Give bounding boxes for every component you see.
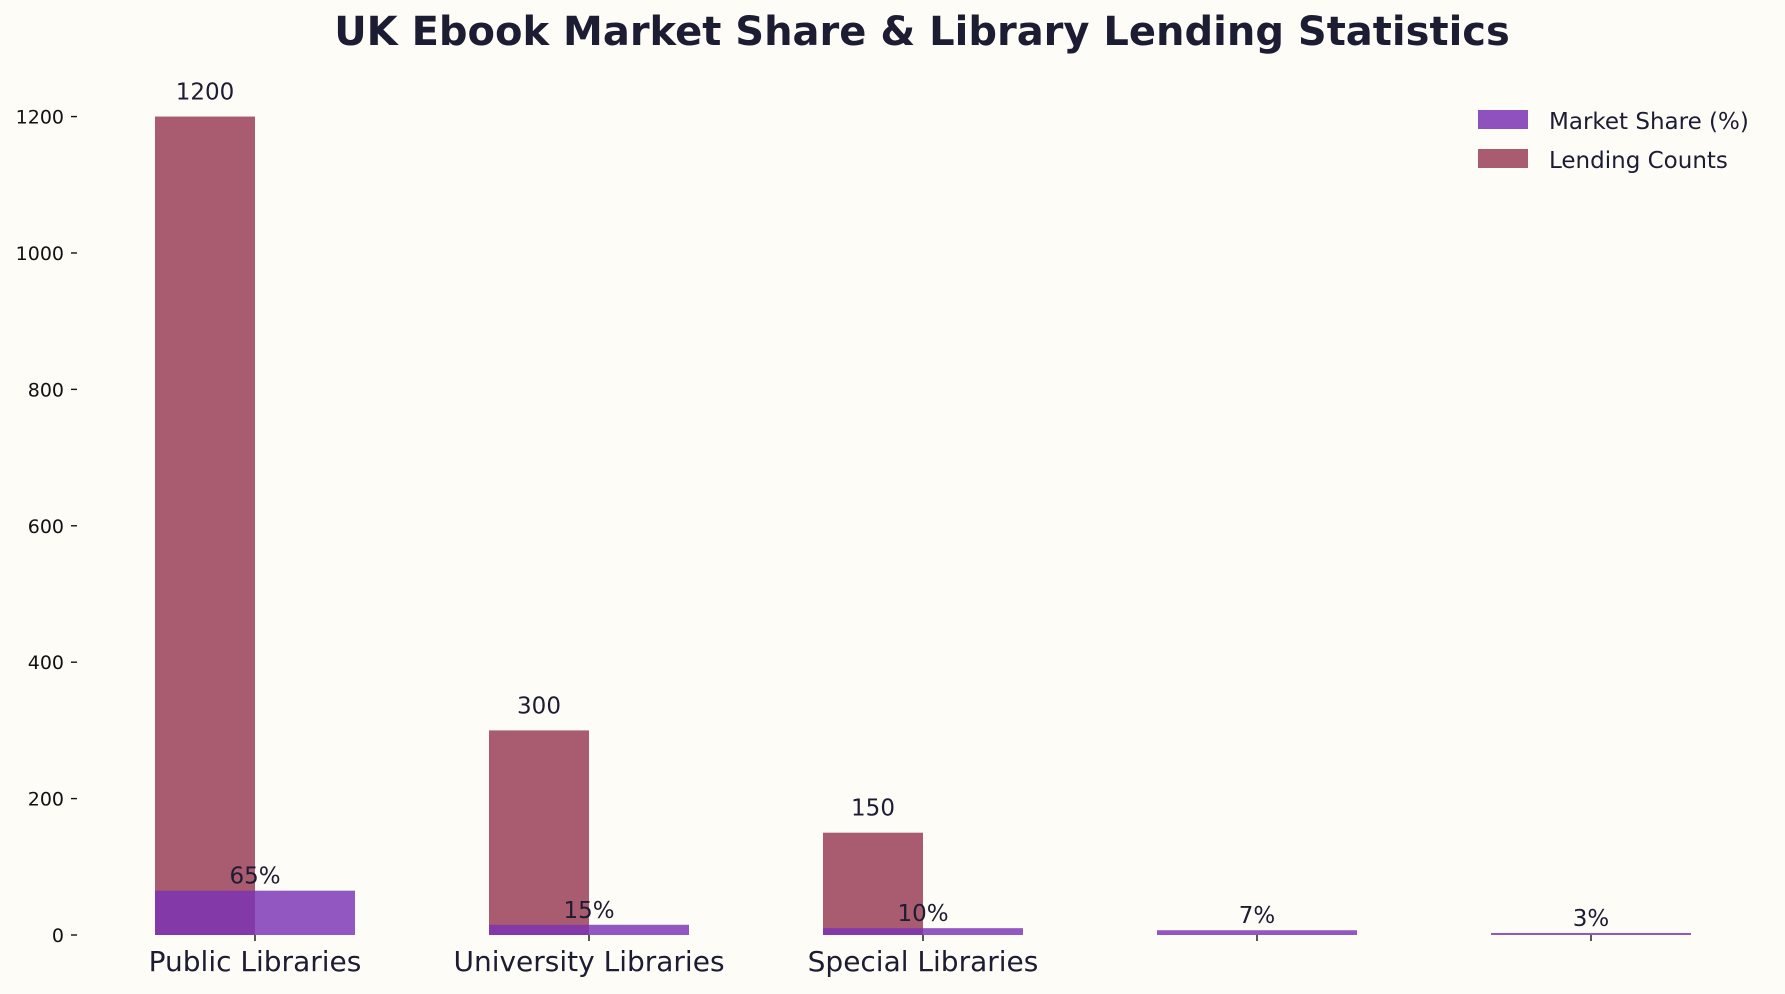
market-share-bars	[155, 890, 1691, 935]
legend-label-lending-counts: Lending Counts	[1549, 148, 1728, 174]
lending-value-label: 1200	[176, 80, 235, 106]
legend-swatch-lending-counts	[1478, 149, 1528, 168]
x-axis: Public Libraries University Libraries Spec…	[149, 935, 1592, 978]
market-share-bar	[155, 890, 355, 935]
market-share-value-label: 65%	[229, 864, 280, 890]
market-share-bar	[489, 924, 689, 935]
lending-bar	[155, 116, 255, 935]
market-share-value-label: 3%	[1573, 906, 1610, 932]
lending-value-label: 150	[851, 796, 895, 822]
y-tick-label: 1000	[16, 243, 64, 265]
lending-value-label: 300	[517, 693, 561, 719]
legend: Market Share (%) Lending Counts	[1478, 109, 1749, 174]
x-category-label: University Libraries	[453, 945, 724, 978]
lending-bar	[489, 730, 589, 935]
market-share-bar	[1157, 930, 1357, 935]
chart-title: UK Ebook Market Share & Library Lending …	[334, 9, 1510, 55]
legend-swatch-market-share	[1478, 110, 1528, 129]
market-share-bar	[1491, 932, 1691, 935]
data-labels: 1200 300 150 65% 15% 10% 7% 3%	[176, 80, 1610, 932]
y-tick-label: 600	[28, 516, 64, 538]
y-tick-label: 0	[52, 925, 64, 947]
y-tick-label: 200	[28, 789, 64, 811]
y-axis: 0 200 400 600 800 1000 1200	[16, 107, 77, 947]
lending-bar	[823, 832, 923, 935]
y-tick-label: 1200	[16, 107, 64, 129]
market-share-value-label: 10%	[897, 901, 948, 927]
lending-counts-bars	[155, 116, 923, 935]
market-share-value-label: 15%	[563, 898, 614, 924]
legend-label-market-share: Market Share (%)	[1549, 109, 1749, 135]
y-tick-label: 400	[28, 652, 64, 674]
market-share-bar	[823, 928, 1023, 935]
market-share-value-label: 7%	[1239, 903, 1276, 929]
x-category-label: Public Libraries	[149, 945, 362, 978]
x-category-label: Special Libraries	[808, 945, 1039, 978]
y-tick-label: 800	[28, 379, 64, 401]
